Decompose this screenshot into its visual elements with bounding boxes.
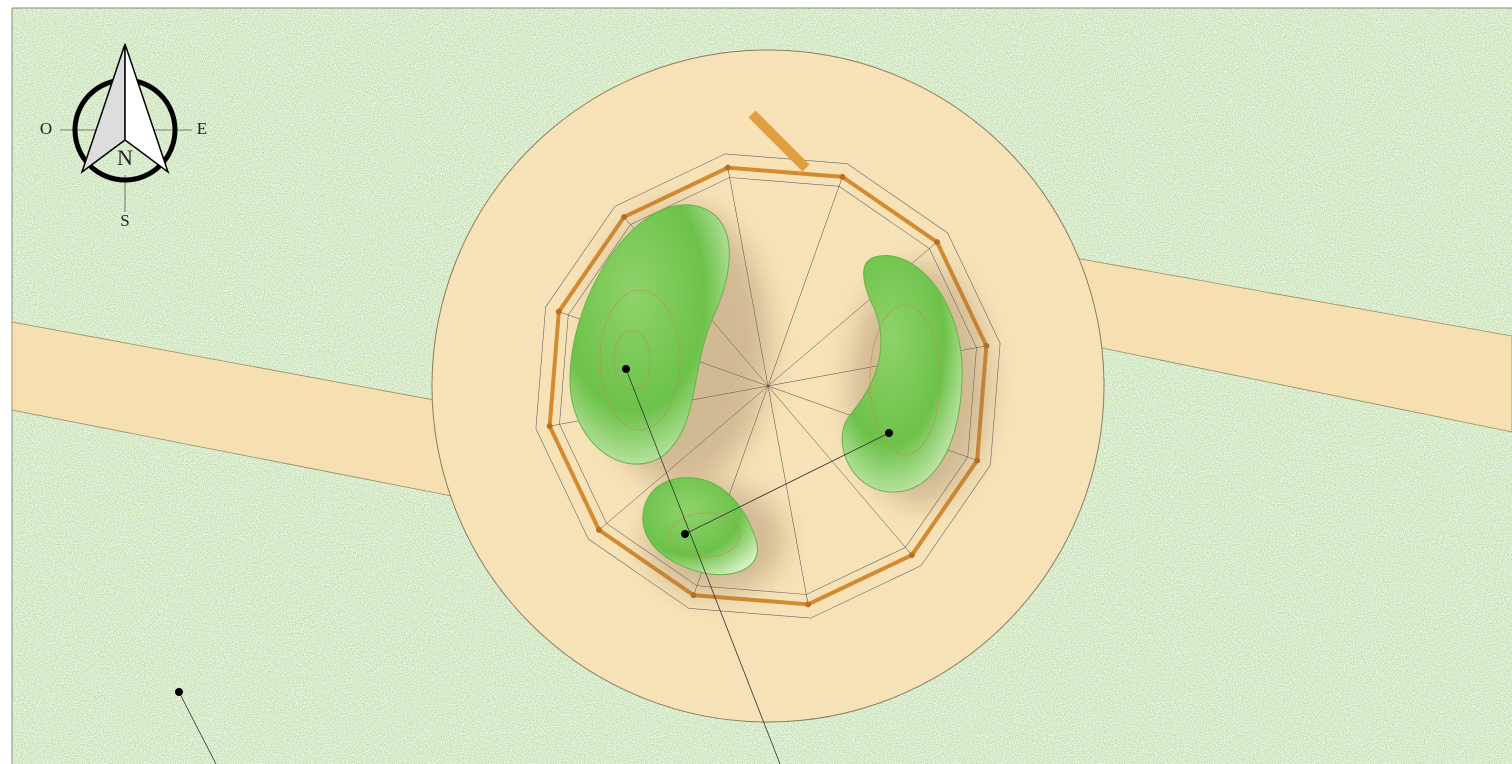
markers — [175, 365, 893, 696]
column — [546, 423, 553, 430]
compass-north: N — [117, 145, 133, 170]
column — [908, 552, 915, 559]
column — [555, 308, 562, 315]
compass-west: O — [40, 119, 52, 138]
compass-south: S — [120, 211, 129, 230]
leaders — [178, 368, 890, 764]
spoke — [767, 385, 913, 556]
mound-east — [841, 255, 963, 493]
spoke — [767, 385, 809, 605]
compass-east: E — [197, 119, 207, 138]
column — [595, 526, 602, 533]
mound-west — [569, 204, 730, 465]
entry-beam — [748, 110, 810, 172]
spoke — [767, 176, 843, 387]
compass: O E S N — [40, 43, 207, 230]
column — [621, 213, 628, 220]
outer-ring — [535, 153, 1001, 619]
column — [724, 164, 731, 171]
column — [839, 173, 846, 180]
column — [805, 601, 812, 608]
column — [974, 457, 981, 464]
column — [690, 592, 697, 599]
contours — [599, 289, 941, 558]
column — [934, 239, 941, 246]
